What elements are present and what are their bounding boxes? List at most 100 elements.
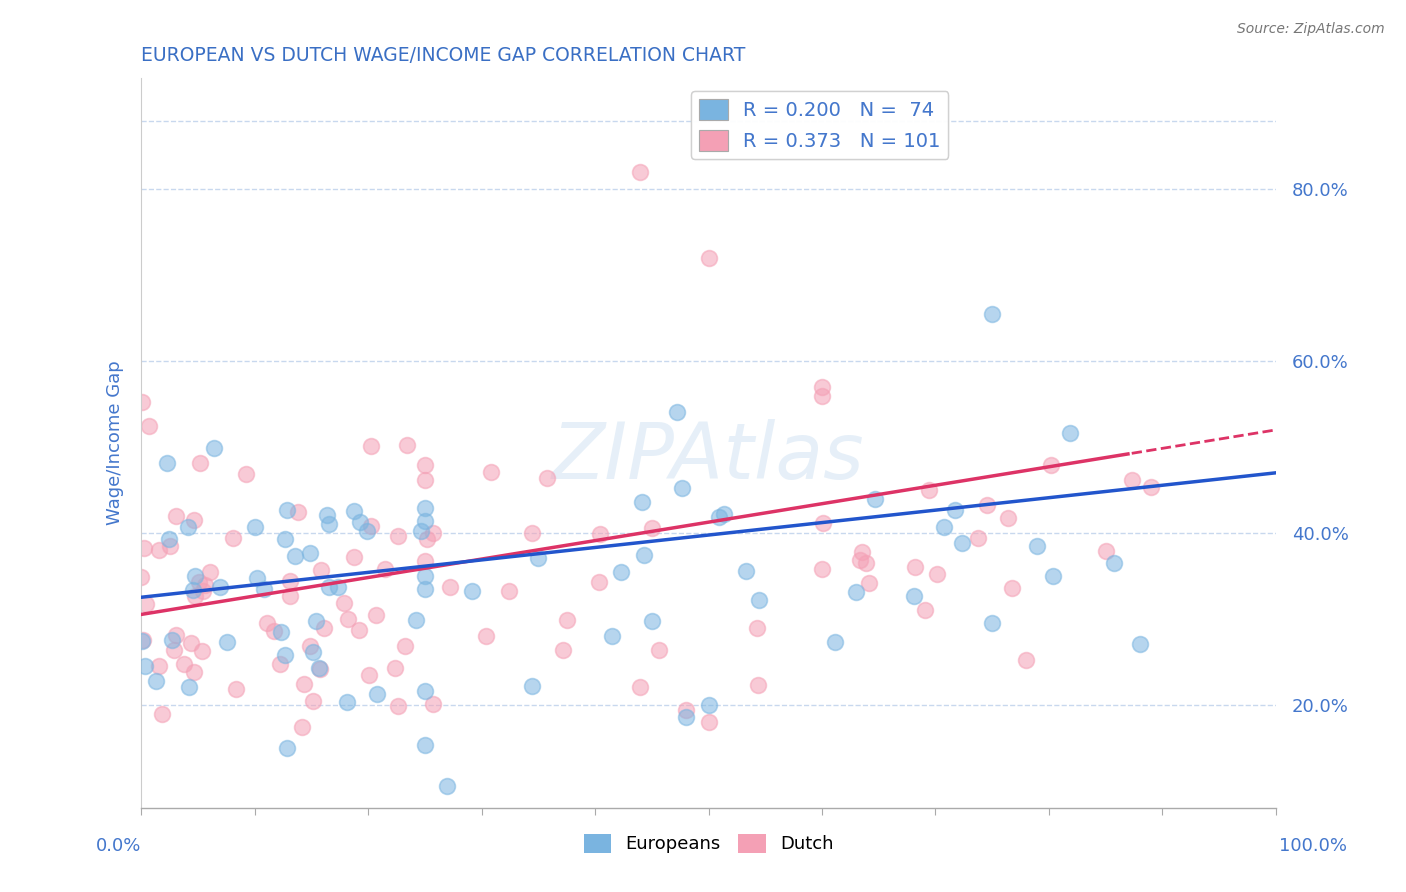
Point: [967, 531, 990, 545]
Point: [256, 616, 278, 631]
Point: [918, 483, 941, 497]
Point: [309, 662, 332, 676]
Point: [177, 520, 200, 534]
Point: [132, 632, 155, 647]
Point: [305, 615, 328, 629]
Point: [157, 532, 180, 546]
Point: [845, 584, 868, 599]
Point: [997, 511, 1019, 525]
Point: [387, 698, 409, 713]
Point: [276, 741, 298, 756]
Point: [697, 714, 720, 729]
Point: [640, 521, 662, 535]
Point: [411, 524, 433, 538]
Point: [981, 616, 1004, 631]
Point: [188, 456, 211, 470]
Point: [360, 439, 382, 453]
Point: [134, 658, 156, 673]
Point: [952, 536, 974, 550]
Point: [155, 456, 177, 470]
Point: [675, 703, 697, 717]
Point: [148, 659, 170, 673]
Point: [416, 532, 439, 546]
Point: [943, 503, 966, 517]
Point: [1059, 425, 1081, 440]
Point: [208, 580, 231, 594]
Point: [851, 545, 873, 559]
Point: [225, 682, 247, 697]
Point: [215, 635, 238, 649]
Point: [460, 584, 482, 599]
Point: [356, 524, 378, 538]
Point: [1121, 473, 1143, 487]
Point: [666, 404, 689, 418]
Point: [1042, 568, 1064, 582]
Point: [405, 614, 427, 628]
Point: [336, 695, 359, 709]
Point: [131, 395, 153, 409]
Point: [747, 678, 769, 692]
Point: [299, 640, 322, 654]
Point: [246, 571, 269, 585]
Point: [301, 694, 323, 708]
Point: [278, 574, 301, 588]
Point: [145, 673, 167, 688]
Point: [360, 518, 382, 533]
Point: [173, 657, 195, 672]
Point: [413, 582, 436, 597]
Point: [1026, 539, 1049, 553]
Point: [201, 810, 224, 824]
Point: [150, 706, 173, 721]
Point: [349, 516, 371, 530]
Point: [314, 621, 336, 635]
Point: [413, 738, 436, 752]
Point: [299, 546, 322, 560]
Point: [180, 636, 202, 650]
Point: [269, 657, 291, 671]
Point: [436, 779, 458, 793]
Y-axis label: Wage/Income Gap: Wage/Income Gap: [107, 360, 124, 525]
Point: [633, 548, 655, 562]
Point: [849, 553, 872, 567]
Point: [263, 624, 285, 638]
Point: [641, 615, 664, 629]
Point: [976, 498, 998, 512]
Point: [148, 543, 170, 558]
Point: [811, 388, 834, 402]
Point: [245, 520, 267, 534]
Point: [374, 562, 396, 576]
Point: [811, 380, 834, 394]
Point: [628, 680, 651, 694]
Point: [184, 589, 207, 603]
Point: [160, 633, 183, 648]
Point: [366, 607, 388, 622]
Point: [326, 580, 349, 594]
Point: [280, 589, 302, 603]
Point: [707, 509, 730, 524]
Point: [131, 634, 153, 648]
Point: [413, 515, 436, 529]
Point: [347, 623, 370, 637]
Point: [527, 551, 550, 566]
Point: [200, 566, 222, 580]
Point: [316, 508, 339, 522]
Point: [481, 465, 503, 479]
Point: [1129, 638, 1152, 652]
Text: Source: ZipAtlas.com: Source: ZipAtlas.com: [1237, 22, 1385, 37]
Point: [745, 621, 768, 635]
Point: [413, 458, 436, 472]
Point: [413, 473, 436, 487]
Point: [302, 644, 325, 658]
Point: [191, 584, 214, 599]
Point: [811, 562, 834, 576]
Point: [713, 507, 735, 521]
Point: [394, 640, 416, 654]
Point: [904, 559, 927, 574]
Point: [914, 603, 936, 617]
Text: ZIPAtlas: ZIPAtlas: [553, 419, 865, 495]
Point: [413, 553, 436, 567]
Point: [384, 661, 406, 675]
Point: [589, 527, 612, 541]
Point: [648, 643, 671, 657]
Point: [183, 665, 205, 679]
